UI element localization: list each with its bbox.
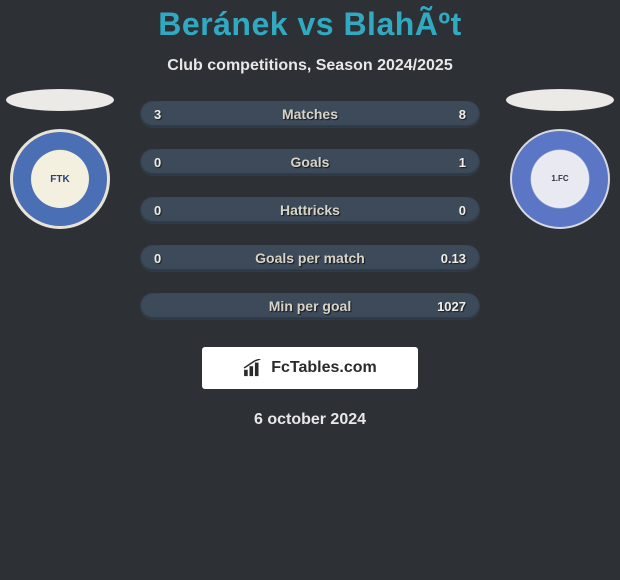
stat-right-value: 0.13 xyxy=(436,251,466,266)
stat-right-value: 1 xyxy=(436,155,466,170)
stat-label: Matches xyxy=(140,106,480,122)
stat-label: Hattricks xyxy=(140,202,480,218)
stat-label: Goals per match xyxy=(140,250,480,266)
stat-right-value: 8 xyxy=(436,107,466,122)
stat-row: 3Matches8 xyxy=(140,101,480,127)
player-silhouette-shadow-left xyxy=(6,89,114,111)
stat-label: Goals xyxy=(140,154,480,170)
stats-rows: 3Matches80Goals10Hattricks00Goals per ma… xyxy=(140,101,480,319)
date-line: 6 october 2024 xyxy=(0,411,620,429)
subtitle: Club competitions, Season 2024/2025 xyxy=(0,57,620,75)
brand-text: FcTables.com xyxy=(271,359,377,377)
comparison-area: FTK 1.FC 3Matches80Goals10Hattricks00Goa… xyxy=(0,101,620,319)
stat-row: Min per goal1027 xyxy=(140,293,480,319)
stat-right-value: 1027 xyxy=(436,299,466,314)
right-club-badge: 1.FC xyxy=(510,129,610,229)
stat-label: Min per goal xyxy=(140,298,480,314)
player-silhouette-shadow-right xyxy=(506,89,614,111)
right-player-column: 1.FC xyxy=(506,89,614,229)
bar-chart-icon xyxy=(243,359,265,377)
brand-box[interactable]: FcTables.com xyxy=(202,347,418,389)
right-club-badge-label: 1.FC xyxy=(532,151,588,207)
left-player-column: FTK xyxy=(6,89,114,229)
left-club-badge: FTK xyxy=(10,129,110,229)
stat-row: 0Hattricks0 xyxy=(140,197,480,223)
page-title: Beránek vs BlahÃºt xyxy=(0,0,620,43)
stat-row: 0Goals1 xyxy=(140,149,480,175)
left-club-badge-label: FTK xyxy=(31,150,89,208)
stat-row: 0Goals per match0.13 xyxy=(140,245,480,271)
stat-right-value: 0 xyxy=(436,203,466,218)
